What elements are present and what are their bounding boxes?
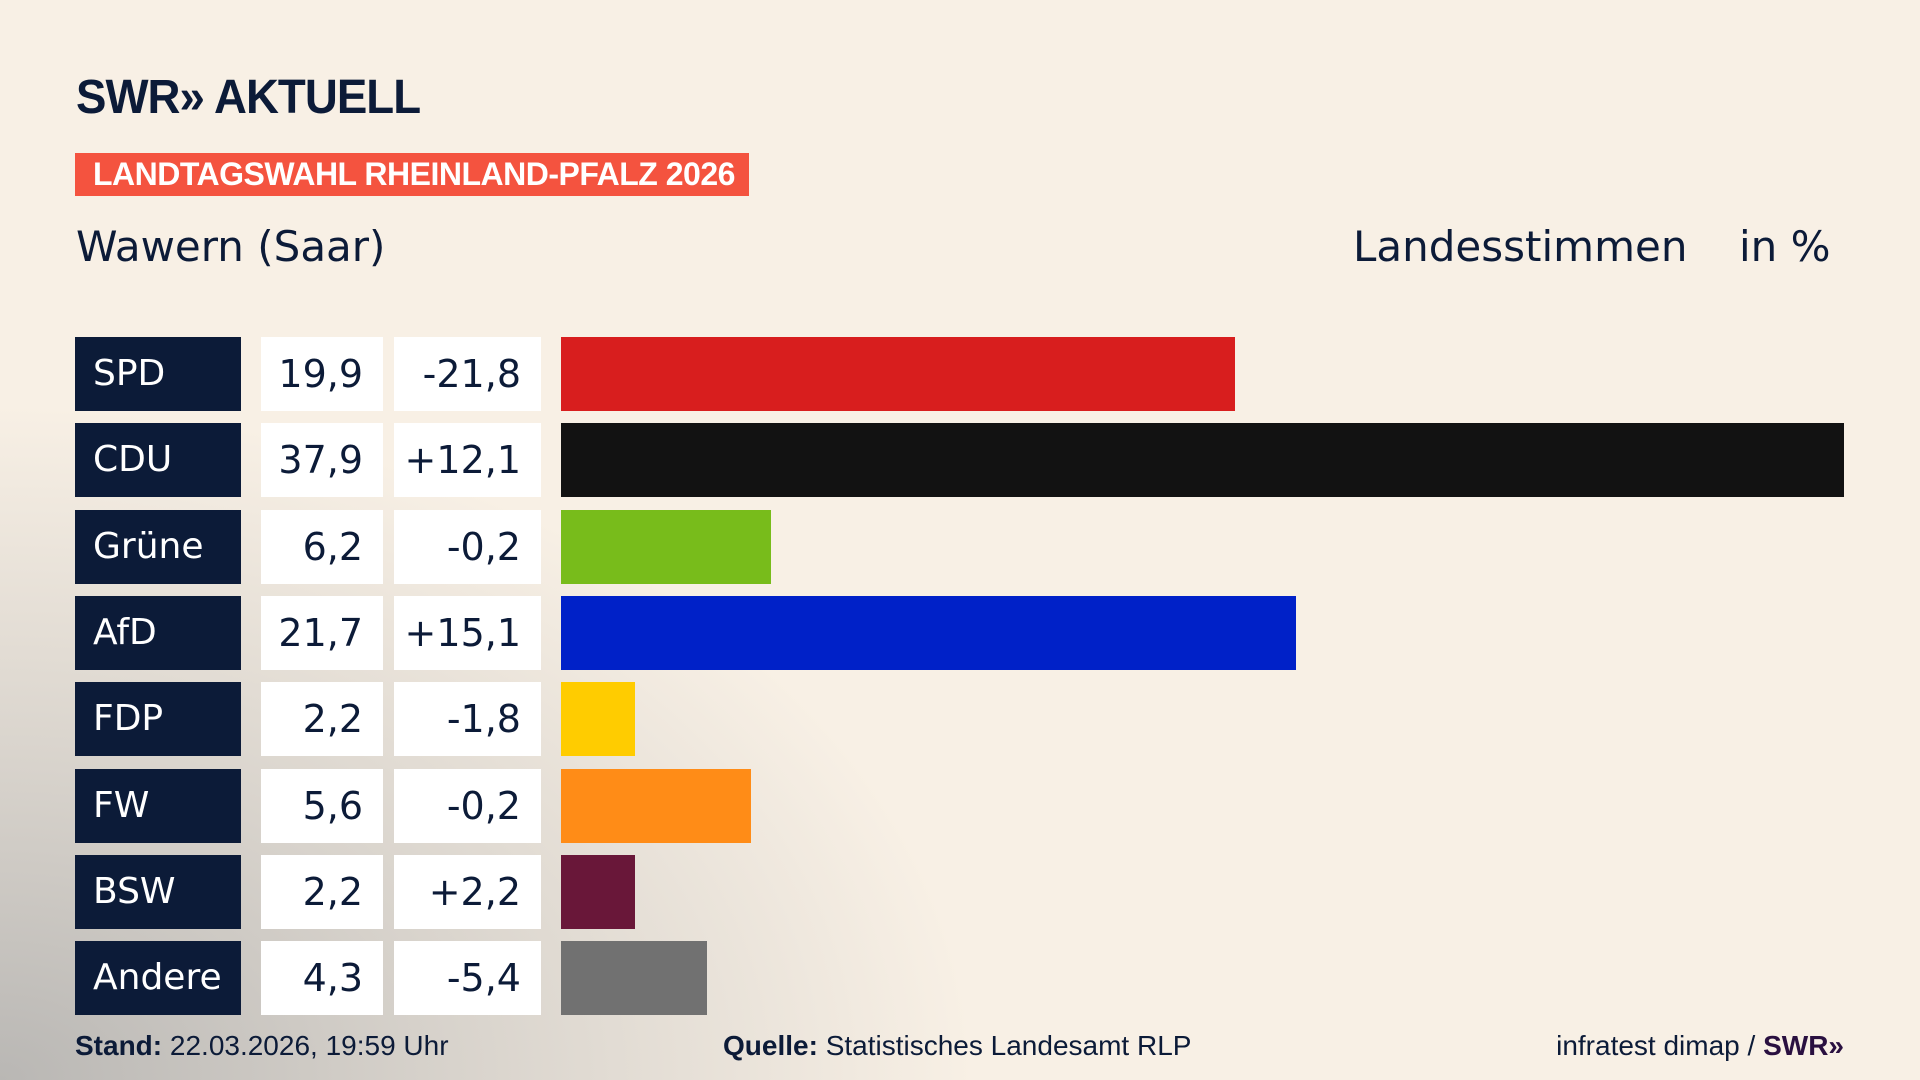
bar-row: AfD 21,7 +15,1	[0, 595, 1920, 670]
value-label: 2,2	[261, 854, 383, 929]
bar	[561, 854, 636, 929]
source-label: Quelle:	[723, 1030, 818, 1061]
value-label: 6,2	[261, 509, 383, 584]
party-label: Andere	[75, 941, 241, 1016]
bar	[561, 423, 1844, 498]
stand-label: Stand:	[75, 1030, 163, 1061]
credit: infratest dimap /	[1556, 1030, 1764, 1061]
unit-label: in %	[1739, 222, 1831, 271]
bar-row: FW 5,6 -0,2	[0, 768, 1920, 843]
value-label: 2,2	[261, 682, 383, 757]
diff-label: -1,8	[394, 682, 541, 757]
measure-label: Landesstimmen	[1353, 222, 1688, 271]
diff-label: -0,2	[394, 768, 541, 843]
stand-value: 22.03.2026, 19:59 Uhr	[162, 1030, 449, 1061]
bar-row: CDU 37,9 +12,1	[0, 423, 1920, 498]
diff-label: +12,1	[394, 423, 541, 498]
value-label: 37,9	[261, 423, 383, 498]
swr-aktuell-logo: SWR» AKTUELL	[76, 71, 421, 124]
diff-label: -5,4	[394, 941, 541, 1016]
diff-label: -0,2	[394, 509, 541, 584]
bar-row: Grüne 6,2 -0,2	[0, 509, 1920, 584]
bar	[561, 509, 771, 584]
source-value: Statistisches Landesamt RLP	[817, 1030, 1192, 1061]
value-label: 5,6	[261, 768, 383, 843]
diff-label: +15,1	[394, 595, 541, 670]
bar	[561, 768, 751, 843]
stand-text: Stand: 22.03.2026, 19:59 Uhr	[75, 1030, 449, 1062]
value-label: 4,3	[261, 941, 383, 1016]
bar-row: BSW 2,2 +2,2	[0, 854, 1920, 929]
party-label: FW	[75, 768, 241, 843]
diff-label: +2,2	[394, 854, 541, 929]
bar-row: SPD 19,9 -21,8	[0, 337, 1920, 411]
page-title: Wawern (Saar)	[76, 222, 386, 271]
swr-logo-small: SWR»	[1763, 1030, 1844, 1061]
source-text: Quelle: Statistisches Landesamt RLP	[723, 1030, 1191, 1062]
bar-row: FDP 2,2 -1,8	[0, 682, 1920, 757]
bar	[561, 337, 1235, 411]
bar	[561, 941, 707, 1016]
value-label: 19,9	[261, 337, 383, 411]
party-label: Grüne	[75, 509, 241, 584]
party-label: AfD	[75, 595, 241, 670]
diff-label: -21,8	[394, 337, 541, 411]
party-label: CDU	[75, 423, 241, 498]
party-label: BSW	[75, 854, 241, 929]
bar	[561, 595, 1296, 670]
bar-row: Andere 4,3 -5,4	[0, 941, 1920, 1016]
value-label: 21,7	[261, 595, 383, 670]
party-label: FDP	[75, 682, 241, 757]
party-label: SPD	[75, 337, 241, 411]
credit-text: infratest dimap / SWR»	[1556, 1030, 1844, 1062]
election-banner: LANDTAGSWAHL RHEINLAND-PFALZ 2026	[75, 153, 749, 196]
bar	[561, 682, 636, 757]
